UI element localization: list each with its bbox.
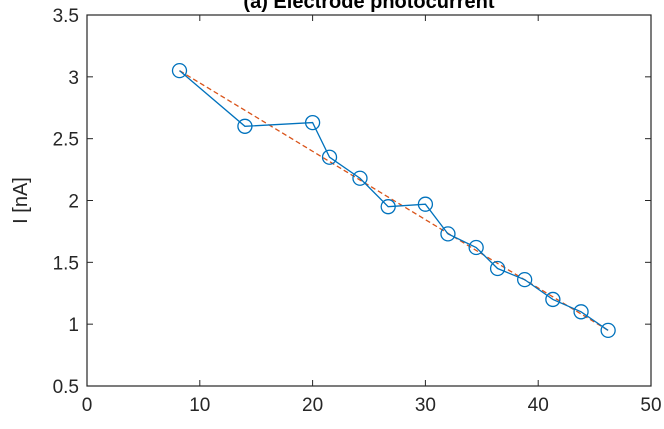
data-point-marker	[517, 271, 533, 288]
x-tick-label: 30	[415, 395, 436, 416]
y-tick-label: 1.5	[53, 253, 79, 274]
data-point-marker	[171, 63, 188, 79]
data-point-marker	[380, 199, 396, 215]
fit-line	[179, 70, 609, 331]
y-tick-label: 3	[68, 68, 79, 89]
x-tick-label: 40	[528, 395, 549, 416]
x-tick-label: 0	[82, 395, 93, 416]
y-tick-label: 2	[68, 192, 79, 213]
data-point-marker	[573, 304, 589, 320]
x-tick-label: 20	[302, 395, 323, 416]
y-tick-label: 3.5	[53, 6, 79, 27]
x-tick-label: 50	[640, 395, 661, 416]
data-point-marker	[600, 322, 616, 339]
axis-ticks: 0 10 20 30 40 50 0.5 1 1.5 2 2.5 3 3.5	[53, 6, 662, 416]
data-point-marker	[352, 170, 368, 186]
y-tick-label: 2.5	[53, 130, 79, 151]
chart-title: (a) Electrode photocurrent	[243, 0, 494, 13]
data-point-marker	[237, 118, 253, 134]
y-axis-label: I [nA]	[10, 177, 32, 224]
y-tick-label: 1	[68, 315, 79, 336]
data-point-marker	[321, 149, 338, 165]
data-point-marker	[545, 291, 561, 308]
plot-area-border	[86, 14, 652, 387]
data-point-marker	[417, 196, 434, 212]
data-point-marker	[489, 260, 506, 277]
data-point-marker	[440, 226, 456, 242]
x-tick-label: 10	[189, 395, 210, 416]
data-point-marker	[468, 239, 484, 256]
data-point-marker	[304, 114, 321, 131]
y-tick-label: 0.5	[53, 377, 79, 398]
plot-series	[171, 63, 616, 339]
